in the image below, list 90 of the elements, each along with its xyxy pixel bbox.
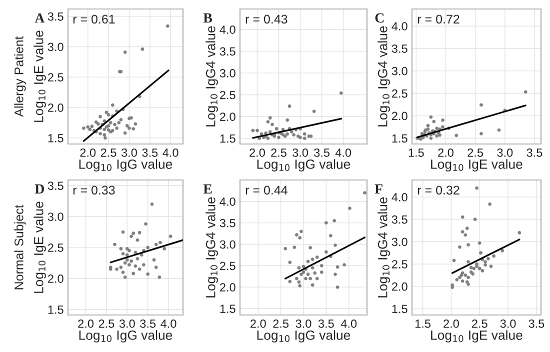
- x-tick-label: 2.5: [100, 148, 116, 157]
- chart-title: E: [203, 184, 212, 194]
- x-axis-title: Log$_{10}$ IgG value: [79, 159, 172, 172]
- x-tick-label: 3.5: [140, 319, 156, 328]
- annotation: r = 0.72: [418, 14, 460, 24]
- y-axis-title: Log$_{10}$ IgE value: [34, 30, 46, 122]
- x-tick-label: 4.0: [162, 148, 178, 157]
- y-tick-label: 3.5: [392, 44, 408, 53]
- y-tick-label: 4.0: [392, 193, 408, 202]
- y-tick-label: 2.0: [220, 112, 236, 121]
- y-tick-label: 3.5: [220, 47, 236, 56]
- annotation: r = 0.44: [246, 186, 288, 195]
- chart-title: B: [203, 13, 212, 23]
- y-tick-label: 1.5: [220, 304, 236, 313]
- x-tick-label: 2.0: [250, 319, 266, 328]
- x-tick-label: 2.0: [444, 319, 459, 328]
- chart-title: F: [374, 184, 382, 194]
- y-tick-label: 2.5: [48, 73, 64, 82]
- x-tick-label: 4.0: [160, 319, 176, 328]
- x-tick-label: 2.5: [98, 319, 114, 328]
- x-tick-label: 3.5: [528, 319, 544, 328]
- annotation: r = 0.32: [418, 186, 460, 195]
- y-tick-label: 2.0: [48, 104, 64, 112]
- annotation: r = 0.61: [73, 14, 115, 24]
- y-tick-label: 3.0: [48, 212, 64, 221]
- y-axis-title: Log$_{10}$ IgE value: [34, 202, 46, 293]
- x-tick-label: 3.0: [119, 319, 135, 328]
- y-tick-label: 2.5: [220, 90, 236, 100]
- x-axis-title: Log$_{10}$ IgG value: [257, 330, 350, 342]
- y-tick-label: 3.5: [220, 218, 236, 228]
- x-tick-label: 1.5: [408, 148, 424, 157]
- y-tick-label: 1.5: [48, 306, 64, 314]
- y-tick-label: 1.5: [392, 304, 408, 314]
- x-tick-label: 2.0: [438, 148, 454, 157]
- chart-title: D: [34, 184, 44, 194]
- y-tick-label: 2.0: [48, 274, 64, 283]
- y-tick-label: 3.0: [220, 240, 236, 249]
- y-tick-label: 3.0: [220, 69, 236, 78]
- y-tick-label: 2.5: [392, 260, 408, 268]
- y-axis-title: Log$_{10}$ IgG4 value: [378, 26, 390, 126]
- x-tick-label: 2.0: [250, 148, 265, 157]
- text: Normal Subject: [14, 204, 26, 290]
- y-tick-label: 1.5: [220, 134, 236, 143]
- y-axis-title: Log$_{10}$ IgG4 value: [206, 26, 218, 126]
- x-tick-label: 3.0: [292, 148, 308, 157]
- x-axis-title: Log$_{10}$ IgG value: [257, 159, 350, 172]
- x-tick-label: 4.0: [335, 148, 352, 157]
- annotation: r = 0.43: [246, 14, 288, 24]
- x-tick-label: 3.5: [318, 319, 334, 328]
- x-tick-label: 2.5: [472, 319, 488, 328]
- chart-title: C: [375, 13, 384, 23]
- x-tick-label: 3.0: [500, 319, 516, 328]
- y-tick-label: 2.0: [220, 283, 236, 292]
- x-tick-label: 3.5: [314, 148, 330, 157]
- y-tick-label: 3.0: [48, 42, 64, 52]
- x-tick-label: 2.5: [468, 148, 484, 157]
- x-tick-label: 3.0: [497, 148, 513, 157]
- y-tick-label: 4.0: [220, 197, 236, 206]
- y-tick-label: 2.5: [220, 262, 236, 270]
- y-tick-label: 2.0: [392, 112, 408, 120]
- text: Allergy Patient: [14, 36, 26, 117]
- y-tick-label: 2.5: [392, 89, 408, 98]
- y-tick-label: 3.0: [392, 238, 408, 246]
- y-tick-label: 2.5: [48, 244, 64, 252]
- y-axis-title: Log$_{10}$ IgG4 value: [206, 197, 218, 298]
- x-tick-label: 2.5: [271, 148, 286, 157]
- x-tick-label: 3.5: [142, 148, 158, 157]
- y-tick-label: 3.0: [392, 66, 408, 76]
- y-tick-label: 1.5: [48, 134, 64, 142]
- y-tick-label: 2.0: [392, 282, 408, 291]
- x-axis-title: Log$_{10}$ IgG value: [79, 330, 172, 342]
- y-tick-label: 4.0: [392, 22, 408, 30]
- y-tick-label: 4.0: [220, 26, 236, 34]
- x-tick-label: 1.5: [415, 320, 431, 328]
- y-tick-label: 1.5: [392, 134, 408, 143]
- y-tick-label: 3.5: [392, 215, 408, 224]
- x-tick-label: 2.0: [78, 319, 94, 328]
- x-tick-label: 4.0: [340, 319, 357, 328]
- x-tick-label: 2.0: [80, 148, 96, 157]
- annotation: r = 0.33: [73, 186, 115, 195]
- x-axis-title: Log$_{10}$ IgE value: [431, 159, 522, 172]
- y-tick-label: 3.5: [48, 182, 64, 190]
- x-tick-label: 3.5: [526, 148, 542, 157]
- x-tick-label: 2.5: [273, 319, 289, 328]
- y-tick-label: 3.5: [48, 12, 64, 21]
- x-tick-label: 3.0: [296, 319, 312, 328]
- x-axis-title: Log$_{10}$ IgE value: [431, 330, 522, 342]
- chart-title: A: [34, 13, 45, 22]
- y-axis-title: Log$_{10}$ IgG4 value: [378, 197, 390, 298]
- x-tick-label: 3.0: [121, 148, 137, 157]
